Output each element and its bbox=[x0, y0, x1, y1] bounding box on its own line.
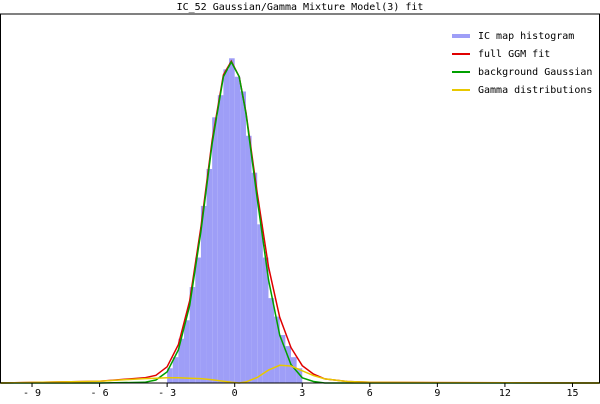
x-tick-label: 12 bbox=[499, 388, 511, 399]
fit-line bbox=[0, 364, 600, 384]
x-tick-label: - 9 bbox=[23, 388, 41, 399]
bar bbox=[229, 58, 235, 383]
legend-label: background Gaussian bbox=[478, 67, 592, 78]
bar bbox=[167, 368, 173, 383]
bar bbox=[189, 287, 196, 383]
bar bbox=[195, 257, 201, 383]
x-tick-label: - 6 bbox=[91, 388, 109, 399]
bar bbox=[262, 257, 269, 383]
chart-title: IC_52 Gaussian/Gamma Mixture Model(3) fi… bbox=[177, 2, 424, 13]
bar bbox=[268, 298, 275, 383]
x-tick-label: 3 bbox=[299, 388, 305, 399]
bar bbox=[257, 224, 263, 383]
bar bbox=[245, 135, 252, 383]
bar bbox=[279, 335, 286, 383]
bar bbox=[274, 316, 280, 383]
fit-line bbox=[0, 59, 600, 384]
bar bbox=[234, 76, 241, 383]
bar bbox=[200, 205, 207, 383]
bar bbox=[296, 368, 303, 383]
fit-line bbox=[0, 60, 600, 384]
legend-label: Gamma distributions bbox=[478, 85, 592, 96]
x-tick-label: - 3 bbox=[158, 388, 176, 399]
bar bbox=[285, 346, 291, 383]
bar bbox=[172, 357, 179, 383]
bar bbox=[184, 320, 190, 383]
bar bbox=[217, 95, 224, 384]
bar bbox=[240, 91, 246, 384]
x-tick-label: 15 bbox=[566, 388, 578, 399]
legend-label: full GGM fit bbox=[478, 49, 550, 60]
legend-label: IC map histogram bbox=[478, 31, 574, 42]
bar bbox=[206, 168, 213, 383]
x-tick-label: 9 bbox=[434, 388, 440, 399]
bar bbox=[212, 117, 218, 383]
bar bbox=[223, 69, 230, 383]
bar bbox=[290, 357, 297, 383]
x-tick-label: 0 bbox=[232, 388, 238, 399]
bar bbox=[251, 172, 258, 383]
bar bbox=[178, 338, 185, 383]
x-tick-label: 6 bbox=[367, 388, 373, 399]
